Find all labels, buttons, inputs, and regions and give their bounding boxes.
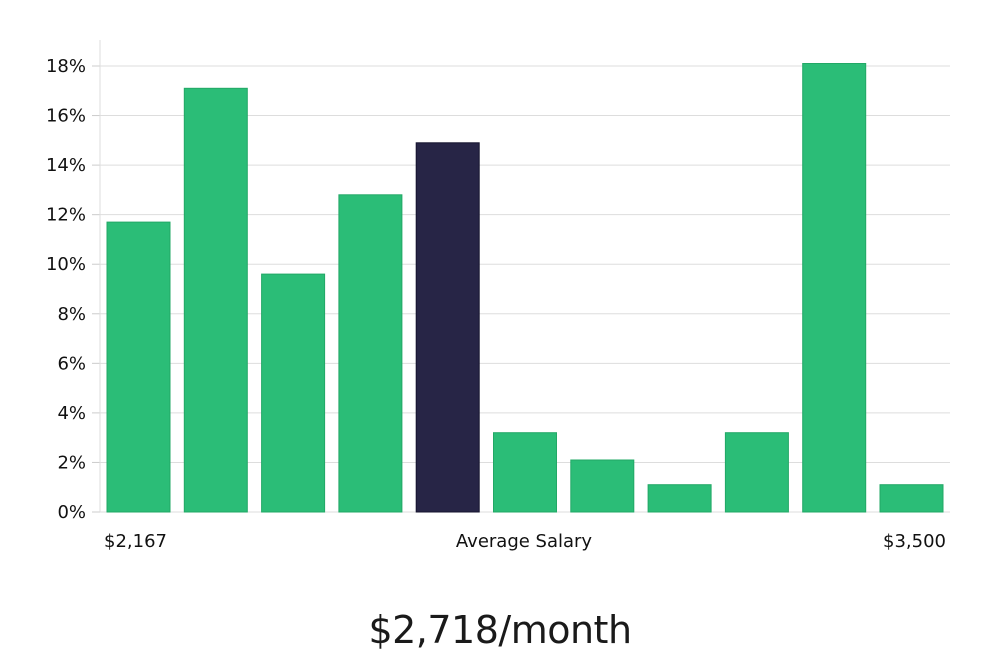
bar <box>802 63 867 513</box>
y-tick-label: 2% <box>57 452 86 473</box>
bar <box>647 484 712 513</box>
x-max-label: $3,500 <box>883 531 946 552</box>
bar <box>106 221 171 513</box>
bars-group <box>106 63 944 513</box>
x-min-label: $2,167 <box>104 531 167 552</box>
y-tick-label: 14% <box>46 155 86 176</box>
y-tick-label: 12% <box>46 205 86 226</box>
y-tick-label: 16% <box>46 106 86 127</box>
y-axis-ticks: 0% 2% 4% 6% 8% 10% 12% 14% 16% 18% <box>46 56 100 523</box>
bar <box>879 484 944 513</box>
bar <box>183 87 248 513</box>
y-tick-label: 10% <box>46 254 86 275</box>
bar <box>570 459 635 513</box>
bar <box>261 273 326 513</box>
y-tick-label: 6% <box>57 353 86 374</box>
x-center-label: Average Salary <box>456 531 593 552</box>
y-tick-label: 18% <box>46 56 86 77</box>
average-salary-value: $2,718/month <box>368 608 632 652</box>
bar <box>493 432 557 513</box>
y-tick-label: 4% <box>57 403 86 424</box>
y-tick-label: 8% <box>57 304 86 325</box>
bar-highlight <box>415 142 480 513</box>
y-tick-label: 0% <box>57 502 86 523</box>
bar <box>724 432 789 513</box>
bar <box>338 194 403 513</box>
